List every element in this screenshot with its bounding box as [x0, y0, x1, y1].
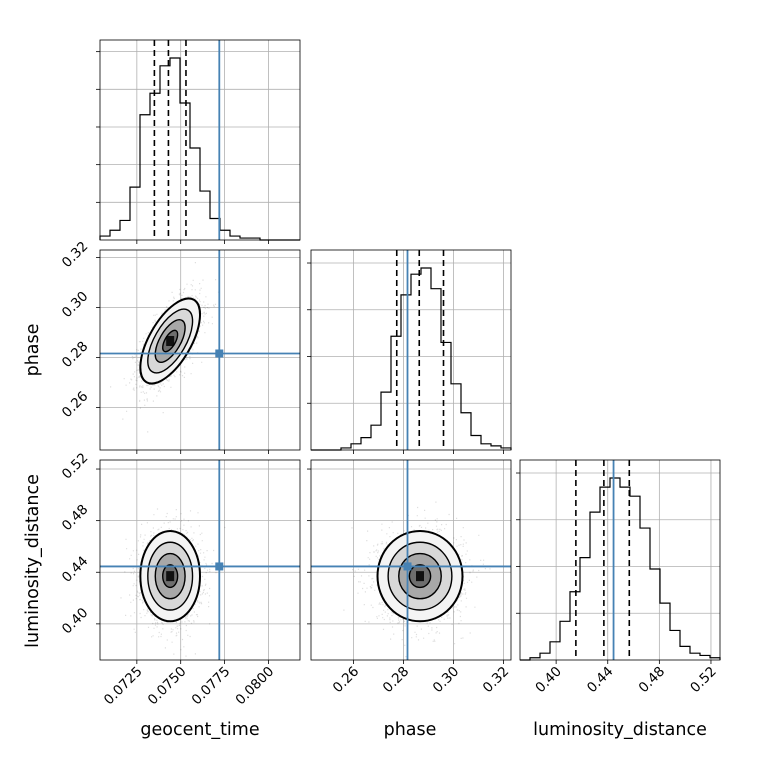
- x-tick-label: 0.28: [380, 664, 413, 697]
- histogram-geocent-time: [99, 57, 300, 241]
- x-tick-label: 0.44: [584, 664, 617, 697]
- y-tick-label: 0.40: [59, 605, 92, 638]
- x-tick-label: 0.0750: [145, 664, 190, 709]
- hist-panel-luminosity-distance: 0.40 0.44 0.48 0.52: [516, 459, 721, 697]
- histogram-phase: [311, 267, 512, 451]
- panel-background: [100, 40, 300, 240]
- panel-frame: [519, 459, 721, 661]
- panel-frame: [310, 459, 512, 661]
- panel-frame: [99, 459, 301, 661]
- density-layer: [110, 262, 220, 433]
- x-tick-label: 0.48: [636, 664, 669, 697]
- density-peak: [166, 571, 175, 582]
- y-tick-label: 0.32: [59, 238, 92, 271]
- x-axis-label-luminosity-distance: luminosity_distance: [533, 720, 707, 740]
- density-layer: [343, 501, 491, 658]
- x-tick-label: 0.0775: [189, 664, 234, 709]
- y-tick-label: 0.44: [59, 553, 92, 586]
- density-peak: [166, 336, 175, 346]
- x-tick-label: 0.26: [330, 664, 363, 697]
- contour-line: [147, 308, 194, 374]
- contour-line: [162, 564, 179, 589]
- hist-panel-geocent-time: [96, 39, 301, 244]
- density-layer: [120, 508, 226, 657]
- contour-line: [398, 552, 442, 600]
- x-axis-label-geocent-time: geocent_time: [140, 720, 259, 740]
- truth-marker: [215, 562, 224, 571]
- y-tick-label: 0.28: [59, 338, 92, 371]
- contour-line: [154, 319, 186, 363]
- contour-line: [408, 564, 432, 589]
- x-tick-label: 0.0725: [101, 664, 146, 709]
- density-peak: [416, 571, 424, 582]
- panel-geocent-time-vs-luminosity-distance: 0.0725 0.0750 0.0775 0.0800 0.40 0.44 0.48 0.52: [59, 450, 301, 709]
- y-tick-label: 0.26: [59, 388, 92, 421]
- contour-line: [154, 552, 186, 600]
- contour-line: [139, 297, 202, 385]
- panel-frame: [99, 39, 301, 241]
- y-axis-label-phase: phase: [23, 324, 43, 377]
- x-tick-label: 0.40: [532, 664, 565, 697]
- contour-line: [376, 529, 464, 623]
- panel-frame: [310, 249, 512, 451]
- panel-phase-vs-luminosity-distance: 0.26 0.28 0.30 0.32: [307, 459, 513, 697]
- x-tick-label: 0.52: [687, 664, 720, 697]
- histogram-luminosity-distance: [520, 477, 721, 661]
- panel-background: [100, 250, 300, 450]
- x-tick-label: 0.0800: [233, 664, 278, 709]
- contour-line: [387, 541, 453, 611]
- contour-line: [162, 329, 179, 353]
- panel-frame: [99, 249, 301, 451]
- panel-background: [100, 460, 300, 660]
- contour-line: [147, 541, 194, 611]
- contour-line: [139, 529, 202, 623]
- y-tick-label: 0.52: [59, 450, 92, 483]
- panel-geocent-time-vs-phase: 0.26 0.28 0.30 0.32: [59, 238, 301, 454]
- x-tick-label: 0.30: [430, 664, 463, 697]
- y-tick-label: 0.30: [59, 288, 92, 321]
- x-tick-label: 0.32: [480, 664, 513, 697]
- x-axis-label-phase: phase: [384, 720, 437, 740]
- truth-marker: [403, 562, 412, 571]
- panel-background: [520, 460, 720, 660]
- hist-panel-phase: [307, 249, 512, 454]
- y-tick-label: 0.48: [59, 502, 92, 535]
- truth-marker: [215, 349, 224, 358]
- y-axis-label-luminosity-distance: luminosity_distance: [23, 474, 43, 648]
